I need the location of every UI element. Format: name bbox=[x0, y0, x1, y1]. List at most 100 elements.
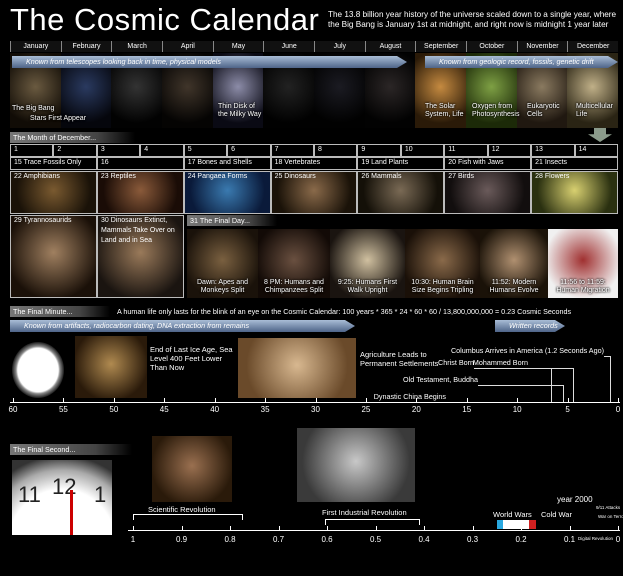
day-cell: 20 Fish with Jaws bbox=[444, 157, 531, 170]
war-bar bbox=[503, 520, 530, 529]
tick-mark bbox=[376, 526, 377, 531]
month-label: September bbox=[415, 41, 466, 52]
tick-label: 40 bbox=[205, 405, 225, 414]
photo bbox=[75, 336, 147, 398]
tick-mark bbox=[279, 526, 280, 531]
day-cell: 18 Vertebrates bbox=[271, 157, 358, 170]
tick-mark bbox=[570, 526, 571, 531]
tick-label: 0 bbox=[608, 405, 623, 414]
second-event: 9/11 Attacks bbox=[596, 505, 620, 510]
tick-mark bbox=[230, 526, 231, 531]
minute-event: End of Last Ice Age, Sea Level 400 Feet … bbox=[150, 345, 238, 372]
second-event: Scientific Revolution bbox=[148, 505, 216, 514]
infographic: The Cosmic Calendar The 13.8 billion yea… bbox=[0, 0, 623, 576]
month-label: October bbox=[466, 41, 517, 52]
second-event: year 2000 bbox=[557, 495, 593, 504]
second-event: First Industrial Revolution bbox=[322, 508, 407, 517]
tick-label: 60 bbox=[3, 405, 23, 414]
tick-mark bbox=[467, 398, 468, 403]
photo bbox=[238, 338, 356, 398]
day-cell: 21 Insects bbox=[531, 157, 618, 170]
tick-label: 1 bbox=[121, 535, 145, 544]
day-cell: 25 Dinosaurs bbox=[271, 171, 358, 214]
minute-event: Christ Born bbox=[438, 358, 474, 367]
tick-label: 5 bbox=[558, 405, 578, 414]
day-cell: 9 bbox=[357, 144, 400, 157]
leader-line bbox=[528, 368, 573, 369]
day-cell: 6 bbox=[227, 144, 270, 157]
leader-line bbox=[563, 385, 564, 402]
day-cell: 22 Amphibians bbox=[10, 171, 97, 214]
axis-line bbox=[128, 530, 620, 531]
tick-mark bbox=[618, 526, 619, 531]
leader-line bbox=[610, 356, 611, 402]
day-cell: 4 bbox=[140, 144, 183, 157]
day-cell: 7 bbox=[271, 144, 314, 157]
month-label: January bbox=[10, 41, 61, 52]
tick-label: 0.6 bbox=[315, 535, 339, 544]
clock-number: 11 bbox=[18, 482, 41, 508]
day-cell: 27 Birds bbox=[444, 171, 531, 214]
day-cell: 28 Flowers bbox=[531, 171, 618, 214]
day-cell: 1 bbox=[10, 144, 53, 157]
bracket bbox=[133, 514, 243, 520]
year-event: Multicellular Life bbox=[576, 103, 618, 119]
tick-mark bbox=[473, 526, 474, 531]
minute-event: Old Testament, Buddha bbox=[403, 375, 478, 384]
leader-line bbox=[604, 356, 610, 357]
day-cell: 30 Dinosaurs Extinct, Mammals Take Over … bbox=[97, 215, 184, 298]
minute-event: Agriculture Leads to Permanent Settlemen… bbox=[360, 350, 440, 368]
tick-label: 0.9 bbox=[170, 535, 194, 544]
tick-mark bbox=[316, 398, 317, 403]
final-day-event: 11:56 to 11:59: Human Migration bbox=[550, 279, 616, 295]
tick-label: 0.5 bbox=[364, 535, 388, 544]
day-cell: 17 Bones and Shells bbox=[184, 157, 271, 170]
month-label: April bbox=[162, 41, 213, 52]
tick-mark bbox=[182, 526, 183, 531]
tick-mark bbox=[133, 526, 134, 531]
tick-label: 0.3 bbox=[461, 535, 485, 544]
tick-label: 10 bbox=[507, 405, 527, 414]
tick-label: 35 bbox=[255, 405, 275, 414]
section-heading: The Month of December... bbox=[10, 132, 135, 143]
tick-mark bbox=[114, 398, 115, 403]
month-label: June bbox=[263, 41, 314, 52]
tick-label: 0.4 bbox=[412, 535, 436, 544]
day-cell: 3 bbox=[97, 144, 140, 157]
title: The Cosmic Calendar bbox=[10, 2, 319, 38]
year-event: Oxygen from Photosynthesis bbox=[472, 103, 524, 119]
day-cell: 19 Land Plants bbox=[357, 157, 444, 170]
photo bbox=[152, 436, 232, 502]
day-cell: 5 bbox=[184, 144, 227, 157]
leader-line bbox=[573, 368, 574, 402]
second-event: World Wars bbox=[493, 510, 532, 519]
minute-event: Mohammed Born bbox=[473, 358, 528, 367]
day-cell: 26 Mammals bbox=[357, 171, 444, 214]
day-cell: 8 bbox=[314, 144, 357, 157]
section-heading: The Final Minute... bbox=[10, 306, 110, 317]
year-event: The Big Bang bbox=[12, 105, 62, 113]
day-cell: 16 bbox=[97, 157, 184, 170]
final-day-event: 11:52: Modern Humans Evolve bbox=[482, 279, 546, 295]
final-day-heading: 31 The Final Day... bbox=[187, 215, 277, 226]
tick-mark bbox=[327, 526, 328, 531]
final-day-event: Dawn: Apes and Monkeys Split bbox=[189, 279, 256, 295]
tick-label: 0.8 bbox=[218, 535, 242, 544]
day-cell: 10 bbox=[401, 144, 444, 157]
stopwatch bbox=[12, 342, 64, 398]
tick-mark bbox=[568, 398, 569, 403]
tick-mark bbox=[517, 398, 518, 403]
tick-label: 15 bbox=[457, 405, 477, 414]
tick-label: 30 bbox=[306, 405, 326, 414]
tick-label: 0.2 bbox=[509, 535, 533, 544]
note: A human life only lasts for the blink of… bbox=[117, 306, 622, 317]
photo bbox=[297, 428, 415, 502]
month-label: March bbox=[111, 41, 162, 52]
second-event: Cold War bbox=[541, 510, 572, 519]
tick-mark bbox=[164, 398, 165, 403]
month-label: February bbox=[61, 41, 112, 52]
tick-label: 25 bbox=[356, 405, 376, 414]
year-event: The Solar System, Life bbox=[425, 103, 470, 119]
second-event: War on Terror bbox=[598, 514, 623, 519]
